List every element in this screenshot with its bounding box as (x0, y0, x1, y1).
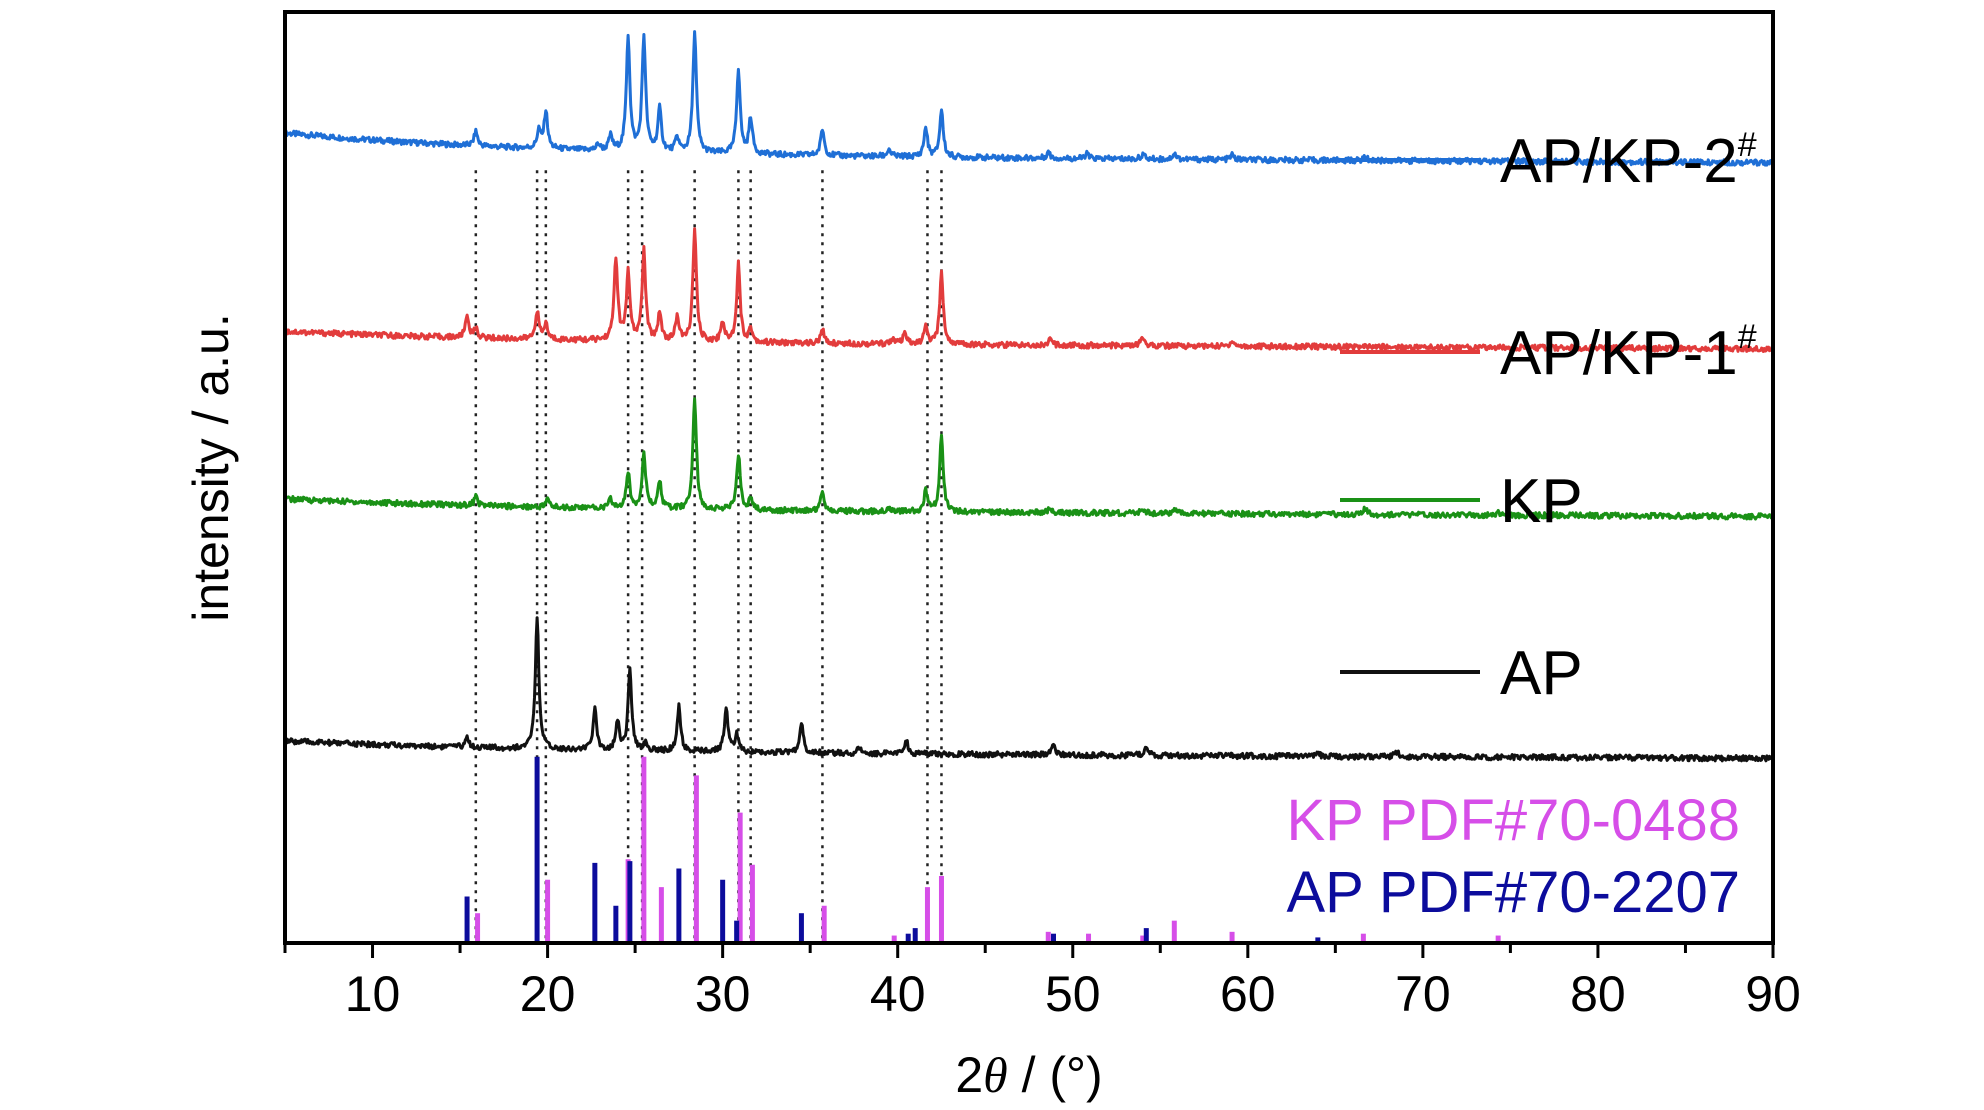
x-tick-label: 80 (1570, 966, 1626, 1022)
x-axis-label: 2θ / (°) (955, 1047, 1102, 1103)
legend-label: AP (1500, 639, 1583, 708)
plot-frame (283, 10, 1775, 945)
x-tick-label: 40 (870, 966, 926, 1022)
reference-label: AP PDF#70-2207 (1286, 860, 1740, 925)
peak-guide-lines (474, 170, 943, 943)
x-tick-label: 10 (345, 966, 401, 1022)
series-line-ap-kp-2 (283, 30, 1775, 167)
x-tick-label: 20 (520, 966, 576, 1022)
x-tick-label: 90 (1745, 966, 1801, 1022)
series-line-kp (284, 397, 1774, 521)
reference-label: KP PDF#70-0488 (1286, 788, 1740, 853)
x-tick-label: 30 (695, 966, 751, 1022)
legend-label: AP/KP-2# (1500, 126, 1757, 196)
x-tick-label: 60 (1220, 966, 1276, 1022)
reference-patterns: KP PDF#70-0488 AP PDF#70-2207 (464, 756, 1740, 942)
diffraction-series (283, 30, 1775, 763)
x-tick-label: 70 (1395, 966, 1451, 1022)
y-axis-label: intensity / a.u. (183, 313, 239, 622)
legend-label: AP/KP-1# (1500, 318, 1757, 388)
x-tick-label: 50 (1045, 966, 1101, 1022)
x-axis: 10 20 30 40 50 60 70 80 90 (283, 943, 1801, 1022)
legend-label: KP (1500, 467, 1583, 536)
legend: AP/KP-2# AP/KP-1# KP AP (1340, 126, 1757, 708)
series-line-ap-kp-1 (283, 227, 1775, 353)
series-line-ap (283, 616, 1774, 763)
